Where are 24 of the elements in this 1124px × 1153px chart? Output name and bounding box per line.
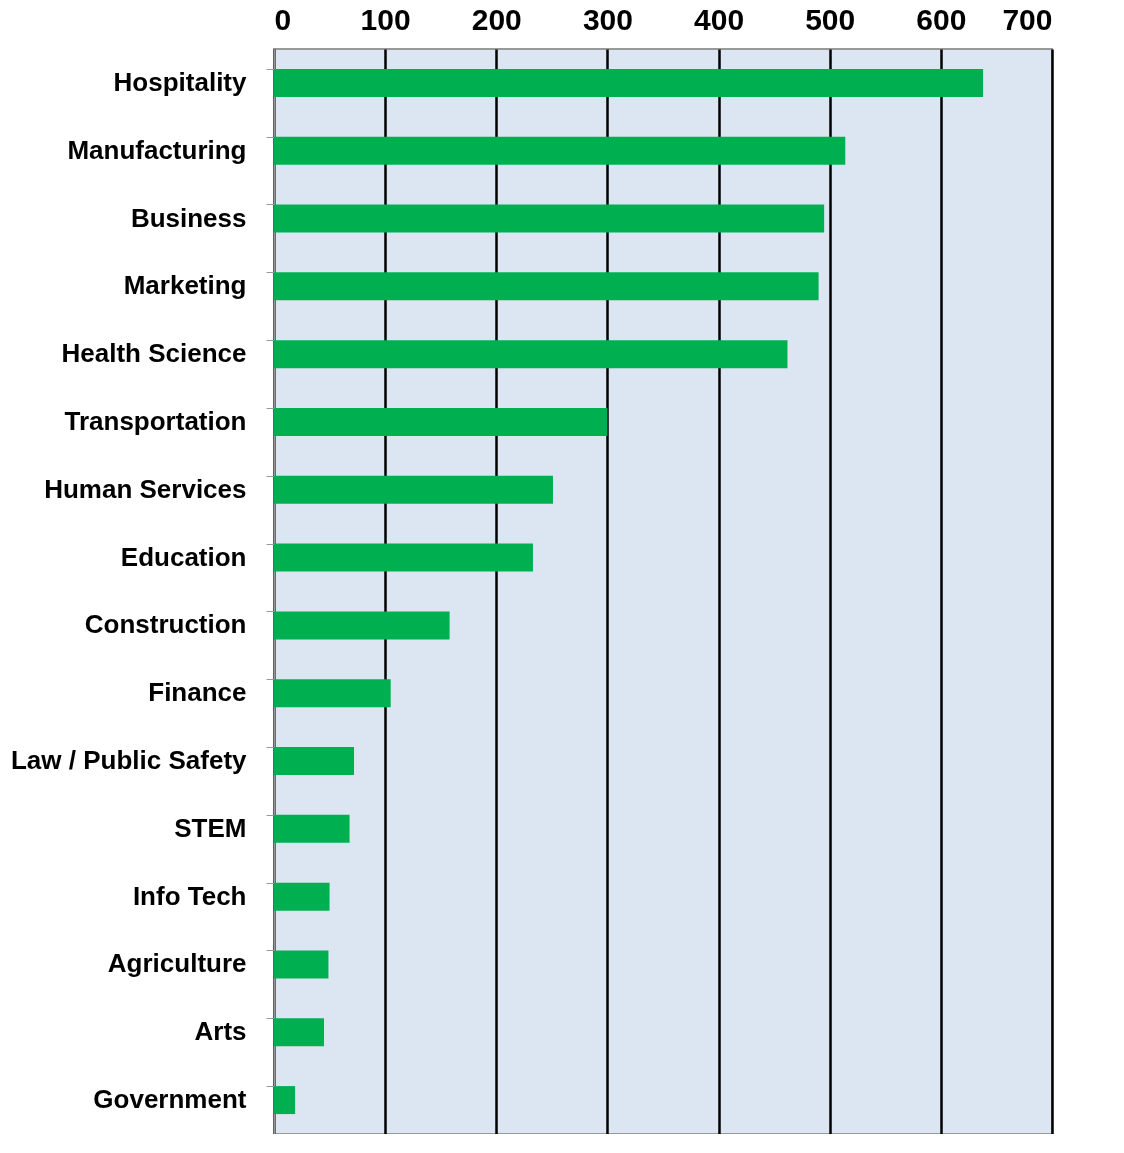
y-tick-label: Government xyxy=(93,1084,247,1115)
y-tick-label: Finance xyxy=(148,677,247,708)
y-tick-label: Business xyxy=(130,202,247,233)
y-tick-label: Human Services xyxy=(44,473,247,504)
x-tick-label: 100 xyxy=(360,2,411,36)
x-tick-label: 0 xyxy=(274,2,292,36)
y-tick-label: Education xyxy=(120,541,247,572)
y-tick-label: Agriculture xyxy=(107,948,247,979)
x-tick-label: 600 xyxy=(916,2,967,36)
y-tick-label: Marketing xyxy=(123,270,247,301)
y-tick-label: Law / Public Safety xyxy=(10,745,248,776)
y-tick-label: STEM xyxy=(174,812,247,843)
x-tick-label: 300 xyxy=(582,2,633,36)
y-tick-label: Health Science xyxy=(61,338,247,369)
x-tick-label: 400 xyxy=(694,2,745,36)
y-tick-label: Info Tech xyxy=(132,880,247,911)
x-tick-label: 700 xyxy=(1002,2,1053,36)
y-tick-label: Transportation xyxy=(64,405,247,436)
x-tick-label: 200 xyxy=(471,2,522,36)
x-tick-label: 500 xyxy=(805,2,856,36)
y-tick-label: Arts xyxy=(194,1016,247,1047)
y-tick-label: Manufacturing xyxy=(67,134,247,165)
y-tick-label: Hospitality xyxy=(113,66,248,97)
y-tick-label: Construction xyxy=(84,609,247,640)
